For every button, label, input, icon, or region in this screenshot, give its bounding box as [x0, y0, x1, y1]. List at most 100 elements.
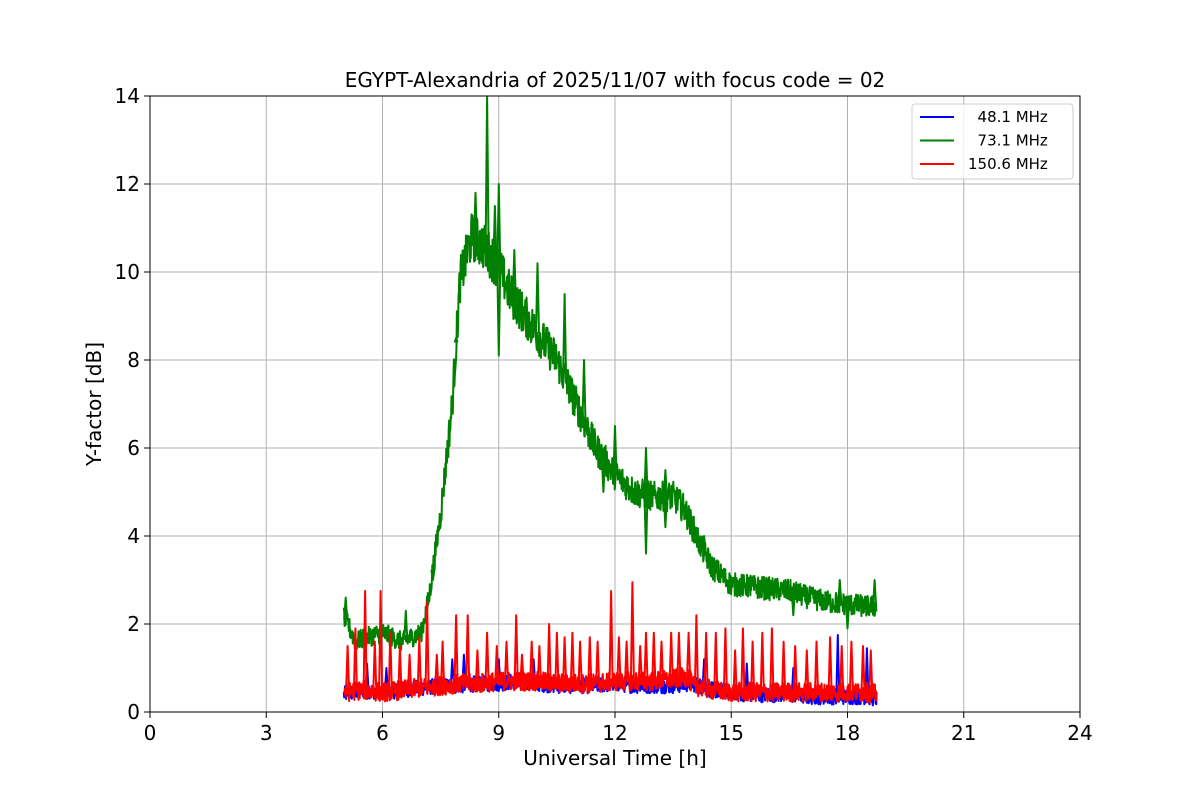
y-tick-label: 2	[127, 612, 140, 636]
spike-mark	[629, 581, 635, 682]
legend-box	[911, 103, 1074, 180]
spike-mark	[343, 596, 349, 620]
x-tick-label: 12	[602, 721, 627, 745]
spike-mark	[546, 623, 552, 683]
spike-mark	[624, 640, 630, 682]
spike-mark	[643, 494, 649, 555]
spike-mark	[872, 579, 878, 607]
spike-mark	[473, 191, 478, 240]
spike-mark	[839, 645, 845, 693]
y-axis-label: Y-factor [dB]	[82, 342, 106, 467]
x-axis-label: Universal Time [h]	[523, 746, 706, 770]
spike-mark	[759, 631, 765, 693]
spike-mark	[637, 645, 643, 682]
spike-mark	[600, 458, 606, 493]
spike-mark	[569, 631, 575, 684]
spike-mark	[703, 631, 709, 689]
legend-label: 48.1 MHz	[968, 108, 1048, 126]
spike-mark	[362, 590, 368, 691]
y-tick-label: 14	[115, 84, 140, 108]
spike-mark	[492, 205, 498, 263]
spike-mark	[659, 640, 664, 681]
spike-mark	[616, 636, 622, 682]
spike-mark	[577, 640, 583, 684]
spike-mark	[496, 267, 502, 357]
spike-mark	[440, 640, 446, 686]
spike-mark	[424, 601, 430, 688]
x-tick-label: 15	[719, 721, 744, 745]
legend-label: 73.1 MHz	[968, 132, 1048, 150]
spike-mark	[465, 614, 471, 684]
legend-label: 150.6 MHz	[968, 155, 1048, 173]
spike-mark	[860, 645, 866, 693]
spike-mark	[504, 640, 509, 682]
x-tick-label: 0	[144, 721, 157, 745]
spike-mark	[453, 614, 459, 684]
spike-mark	[387, 631, 393, 692]
x-tick-label: 3	[260, 721, 273, 745]
spike-mark	[643, 447, 649, 495]
spike-mark	[668, 631, 674, 680]
y-tick-label: 8	[127, 348, 140, 372]
spike-mark	[474, 649, 480, 684]
spike-mark	[562, 293, 568, 378]
spike-mark	[608, 590, 614, 682]
series-1	[342, 96, 878, 651]
x-tick-label: 9	[492, 721, 505, 745]
spike-mark	[835, 634, 841, 697]
spike-mark	[494, 645, 500, 682]
series-layer	[342, 96, 878, 707]
spike-mark	[837, 579, 843, 604]
spike-mark	[790, 592, 796, 617]
spike-mark	[612, 425, 618, 475]
spike-mark	[562, 636, 568, 684]
spike-mark	[453, 337, 459, 343]
spike-mark	[740, 627, 746, 693]
spike-mark	[676, 631, 682, 679]
spike-mark	[732, 649, 738, 693]
spike-mark	[781, 640, 787, 693]
spike-mark	[713, 631, 719, 691]
spike-mark	[827, 636, 833, 693]
spike-mark	[701, 535, 707, 553]
spike-mark	[378, 590, 384, 693]
spike-mark	[814, 640, 819, 693]
spike-mark	[484, 96, 490, 252]
spike-mark	[511, 249, 517, 300]
spike-mark	[595, 640, 601, 684]
series-2	[342, 581, 878, 704]
spike-mark	[868, 649, 874, 694]
y-tick-label: 6	[127, 436, 140, 460]
spike-mark	[484, 631, 490, 683]
spike-mark	[662, 469, 668, 497]
y-axis-ticks: 0 2 4 6 8 10 12 14	[115, 84, 150, 724]
spike-mark	[407, 653, 413, 690]
chart-title: EGYPT-Alexandria of 2025/11/07 with focu…	[345, 68, 886, 92]
spike-mark	[434, 653, 440, 687]
spike-mark	[643, 631, 649, 682]
spike-mark	[536, 645, 542, 682]
spike-mark	[722, 627, 728, 692]
legend: 48.1 MHz 73.1 MHz 150.6 MHz	[911, 103, 1074, 180]
y-tick-label: 0	[127, 700, 140, 724]
spike-mark	[554, 631, 560, 684]
spike-mark	[662, 496, 668, 529]
y-tick-label: 4	[127, 524, 140, 548]
x-tick-label: 24	[1067, 721, 1092, 745]
spike-mark	[581, 359, 587, 422]
spike-mark	[587, 636, 593, 684]
spike-mark	[519, 653, 525, 682]
x-tick-label: 18	[835, 721, 860, 745]
spike-mark	[686, 631, 692, 677]
spike-mark	[748, 574, 754, 587]
spike-mark	[403, 609, 409, 640]
spike-mark	[693, 614, 699, 687]
y-tick-label: 12	[115, 172, 140, 196]
spike-mark	[397, 645, 403, 691]
spike-mark	[535, 262, 540, 334]
spike-mark	[804, 649, 810, 693]
spike-mark	[750, 640, 756, 693]
spike-mark	[352, 627, 358, 691]
spike-mark	[529, 640, 535, 682]
